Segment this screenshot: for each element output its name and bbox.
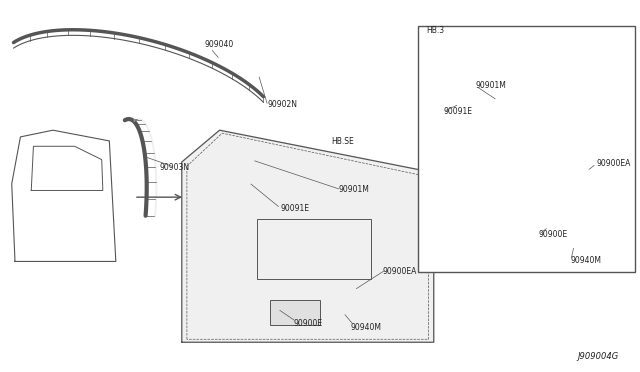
Bar: [257, 219, 371, 279]
Text: 90091E: 90091E: [444, 107, 472, 116]
Bar: [270, 300, 321, 325]
Polygon shape: [424, 41, 625, 264]
Bar: [500, 211, 545, 242]
Text: 90900E: 90900E: [539, 230, 568, 239]
Text: 90940M: 90940M: [351, 323, 382, 332]
Text: 909040: 909040: [204, 40, 234, 49]
Text: 90903N: 90903N: [159, 163, 189, 172]
Text: 90091E: 90091E: [281, 204, 310, 213]
Text: 90901M: 90901M: [476, 81, 506, 90]
Text: 90902N: 90902N: [268, 100, 298, 109]
Text: 90900E: 90900E: [293, 319, 323, 328]
Text: J909004G: J909004G: [577, 352, 619, 361]
Text: HB.SE: HB.SE: [332, 137, 355, 146]
Bar: [481, 112, 577, 179]
Bar: [418, 26, 635, 272]
Text: 90900EA: 90900EA: [383, 267, 417, 276]
Text: 90900EA: 90900EA: [596, 159, 631, 168]
Text: 90901M: 90901M: [338, 185, 369, 194]
Text: HB.3: HB.3: [426, 26, 444, 35]
Text: 90940M: 90940M: [571, 256, 602, 265]
Polygon shape: [182, 130, 434, 342]
